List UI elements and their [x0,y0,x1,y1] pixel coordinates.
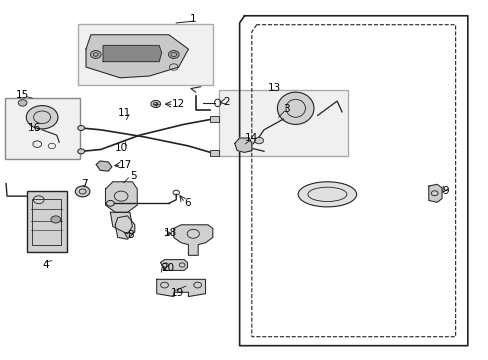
Text: 14: 14 [244,134,258,143]
Text: 2: 2 [223,97,229,107]
Ellipse shape [151,100,160,108]
Polygon shape [115,216,135,239]
Polygon shape [234,138,251,152]
Polygon shape [110,212,132,234]
Polygon shape [96,161,112,171]
Text: 3: 3 [283,104,290,114]
Text: 5: 5 [130,171,136,181]
Ellipse shape [168,50,179,58]
Ellipse shape [51,216,61,223]
Text: 13: 13 [267,83,280,93]
Text: 1: 1 [190,14,196,24]
Polygon shape [86,35,188,78]
Bar [210,150,219,156]
Text: 11: 11 [117,108,130,118]
Ellipse shape [18,100,27,106]
Ellipse shape [26,105,58,129]
Polygon shape [160,260,187,270]
Text: 6: 6 [184,198,191,208]
Text: 4: 4 [42,260,49,270]
Text: 8: 8 [127,230,133,240]
Polygon shape [105,182,137,212]
Polygon shape [173,225,212,255]
Bar [26,191,66,252]
Bar [210,116,219,122]
Text: 15: 15 [16,90,29,100]
Ellipse shape [75,186,90,197]
Ellipse shape [298,182,356,207]
Ellipse shape [106,201,114,206]
Text: 18: 18 [163,228,177,238]
Polygon shape [103,45,161,62]
Text: 10: 10 [115,143,128,153]
Bar [5,98,80,159]
Polygon shape [157,279,205,297]
Polygon shape [428,184,441,202]
Text: 16: 16 [28,123,41,132]
Text: 17: 17 [118,159,131,170]
Ellipse shape [90,50,101,58]
Bar [78,24,212,85]
Ellipse shape [78,149,84,154]
Bar [218,90,347,156]
Text: 9: 9 [442,186,448,197]
Ellipse shape [78,126,84,131]
Ellipse shape [254,137,263,144]
Text: 7: 7 [81,179,87,189]
Text: 12: 12 [171,99,184,109]
Ellipse shape [277,92,313,125]
Text: 19: 19 [171,288,184,298]
Text: 20: 20 [161,263,174,273]
Bar [32,199,61,245]
